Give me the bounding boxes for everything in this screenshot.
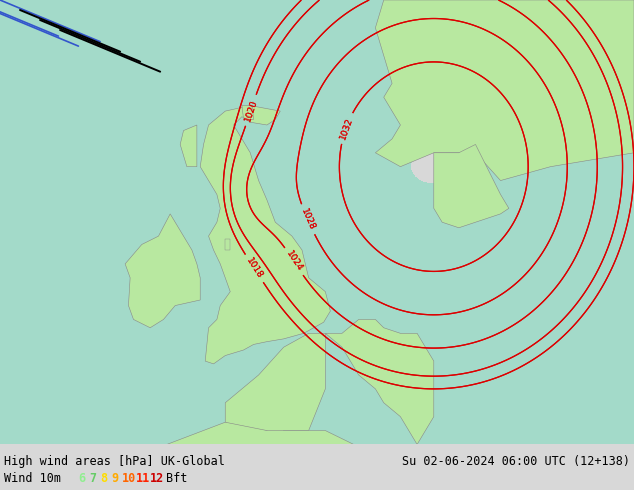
Polygon shape (375, 0, 634, 180)
Text: 1018: 1018 (244, 256, 264, 281)
Text: Bft: Bft (166, 471, 188, 485)
Polygon shape (325, 319, 434, 444)
Text: 8: 8 (100, 471, 107, 485)
Text: Su 02-06-2024 06:00 UTC (12+138): Su 02-06-2024 06:00 UTC (12+138) (402, 455, 630, 468)
Text: Wind 10m: Wind 10m (4, 471, 61, 485)
Text: 11: 11 (136, 471, 150, 485)
Text: 1032: 1032 (338, 116, 354, 140)
Text: 9: 9 (111, 471, 118, 485)
Text: High wind areas [hPa] UK-Global: High wind areas [hPa] UK-Global (4, 455, 225, 468)
Polygon shape (225, 333, 325, 444)
Text: 7: 7 (89, 471, 96, 485)
Polygon shape (200, 105, 330, 364)
Polygon shape (242, 105, 254, 120)
Text: 10: 10 (122, 471, 136, 485)
Text: 1024: 1024 (284, 249, 304, 273)
Text: 6: 6 (78, 471, 85, 485)
Text: 1024: 1024 (284, 249, 304, 273)
Text: 1028: 1028 (299, 207, 316, 232)
Text: 1032: 1032 (338, 116, 354, 140)
Text: 1020: 1020 (243, 98, 259, 122)
Polygon shape (125, 214, 200, 328)
Text: 1028: 1028 (299, 207, 316, 232)
Polygon shape (142, 422, 354, 490)
Text: 1020: 1020 (243, 98, 259, 122)
Polygon shape (434, 145, 509, 228)
Polygon shape (180, 125, 197, 167)
Text: 12: 12 (150, 471, 164, 485)
Polygon shape (225, 239, 230, 250)
Text: 1018: 1018 (244, 256, 264, 281)
